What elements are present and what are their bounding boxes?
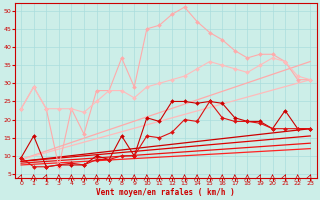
X-axis label: Vent moyen/en rafales ( km/h ): Vent moyen/en rafales ( km/h ) [96,188,235,197]
